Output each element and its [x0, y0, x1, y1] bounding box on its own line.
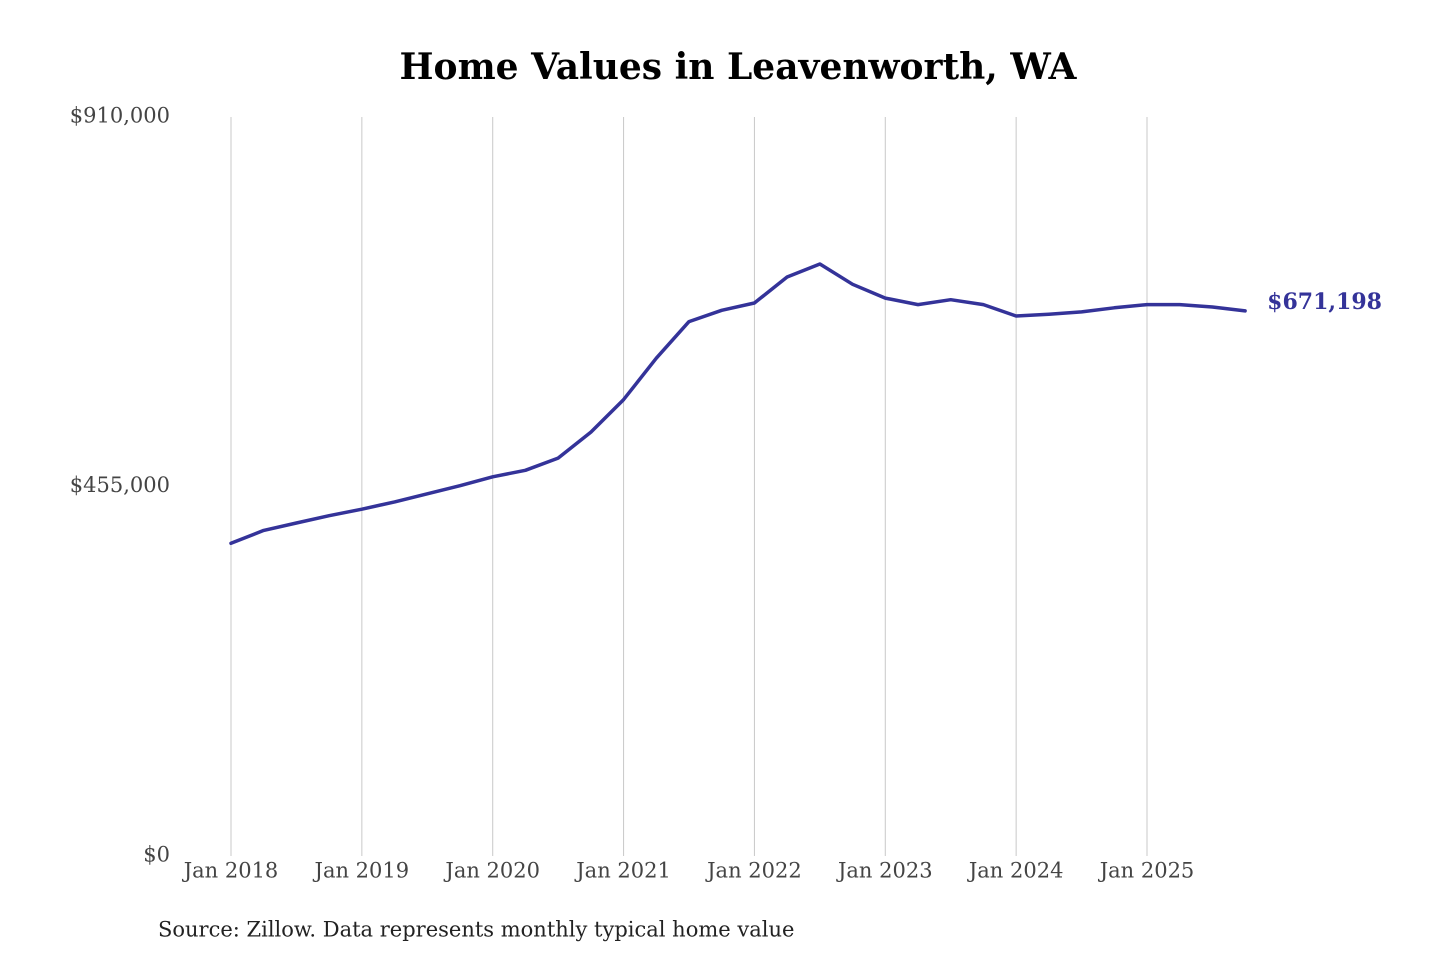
y-tick-label: $0 [143, 843, 170, 867]
value-label: $671,198 [1267, 289, 1382, 315]
x-tick-label: Jan 2025 [1098, 859, 1195, 883]
x-tick-label: Jan 2019 [313, 859, 410, 883]
x-tick-label: Jan 2022 [705, 859, 802, 883]
chart-title: Home Values in Leavenworth, WA [400, 46, 1078, 88]
y-tick-label: $455,000 [70, 473, 170, 497]
x-tick-label: Jan 2023 [836, 859, 933, 883]
y-tick-label: $910,000 [70, 104, 170, 128]
x-tick-label: Jan 2020 [443, 859, 540, 883]
source-note: Source: Zillow. Data represents monthly … [158, 918, 794, 942]
x-tick-label: Jan 2021 [574, 859, 671, 883]
x-tick-label: Jan 2024 [967, 859, 1064, 883]
x-tick-label: Jan 2018 [182, 859, 279, 883]
line [229, 262, 1247, 546]
